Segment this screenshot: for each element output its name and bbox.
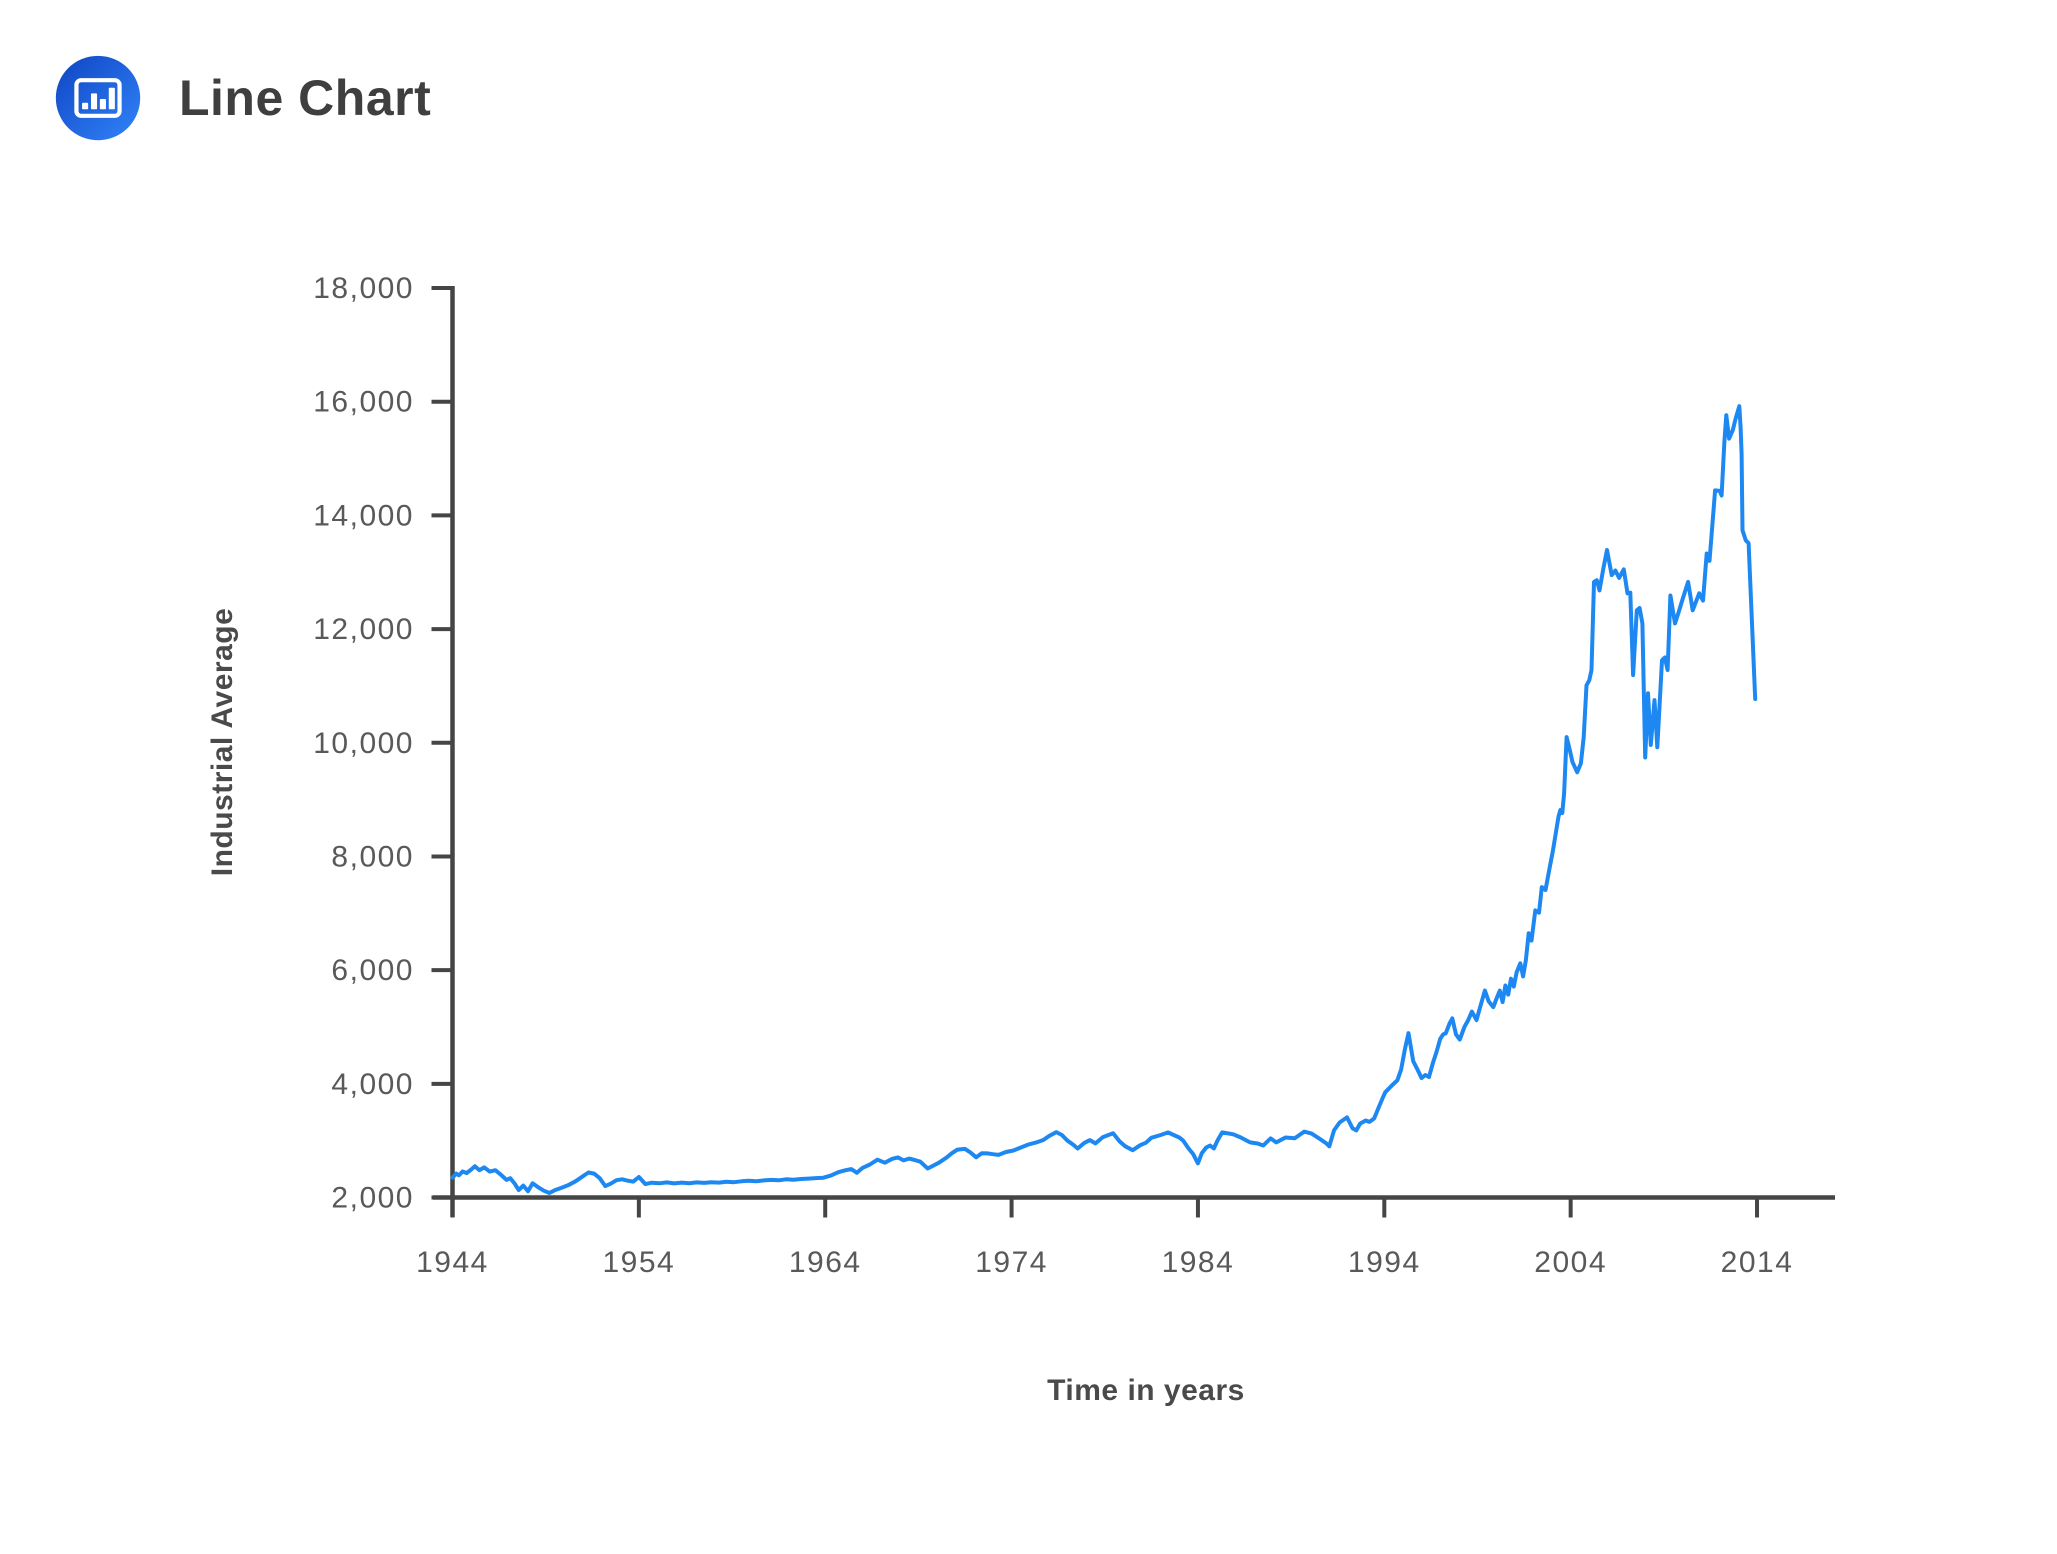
- y-tick-label: 10,000: [313, 727, 414, 760]
- page-title: Line Chart: [179, 70, 432, 126]
- y-tick-label: 2,000: [331, 1182, 414, 1215]
- y-tick-label: 18,000: [313, 272, 414, 305]
- x-tick-label: 1964: [789, 1246, 862, 1279]
- y-tick-label: 16,000: [313, 386, 414, 419]
- x-axis-title: Time in years: [1047, 1374, 1245, 1407]
- y-tick-label: 4,000: [331, 1068, 414, 1101]
- line-chart-logo: [53, 53, 143, 143]
- y-tick-label: 12,000: [313, 613, 414, 646]
- x-tick-label: 1994: [1348, 1246, 1421, 1279]
- x-tick-label: 2004: [1534, 1246, 1607, 1279]
- x-tick-label: 1954: [602, 1246, 675, 1279]
- y-axis-title: Industrial Average: [206, 608, 239, 877]
- y-tick-label: 14,000: [313, 499, 414, 532]
- y-tick-label: 8,000: [331, 840, 414, 873]
- header: Line Chart: [53, 53, 431, 143]
- x-tick-label: 1944: [416, 1246, 489, 1279]
- x-tick-label: 2014: [1721, 1246, 1794, 1279]
- x-tick-label: 1974: [975, 1246, 1048, 1279]
- bar-chart-icon: [55, 55, 141, 141]
- y-tick-label: 6,000: [331, 954, 414, 987]
- line-series: [450, 404, 1758, 1195]
- x-tick-label: 1984: [1162, 1246, 1235, 1279]
